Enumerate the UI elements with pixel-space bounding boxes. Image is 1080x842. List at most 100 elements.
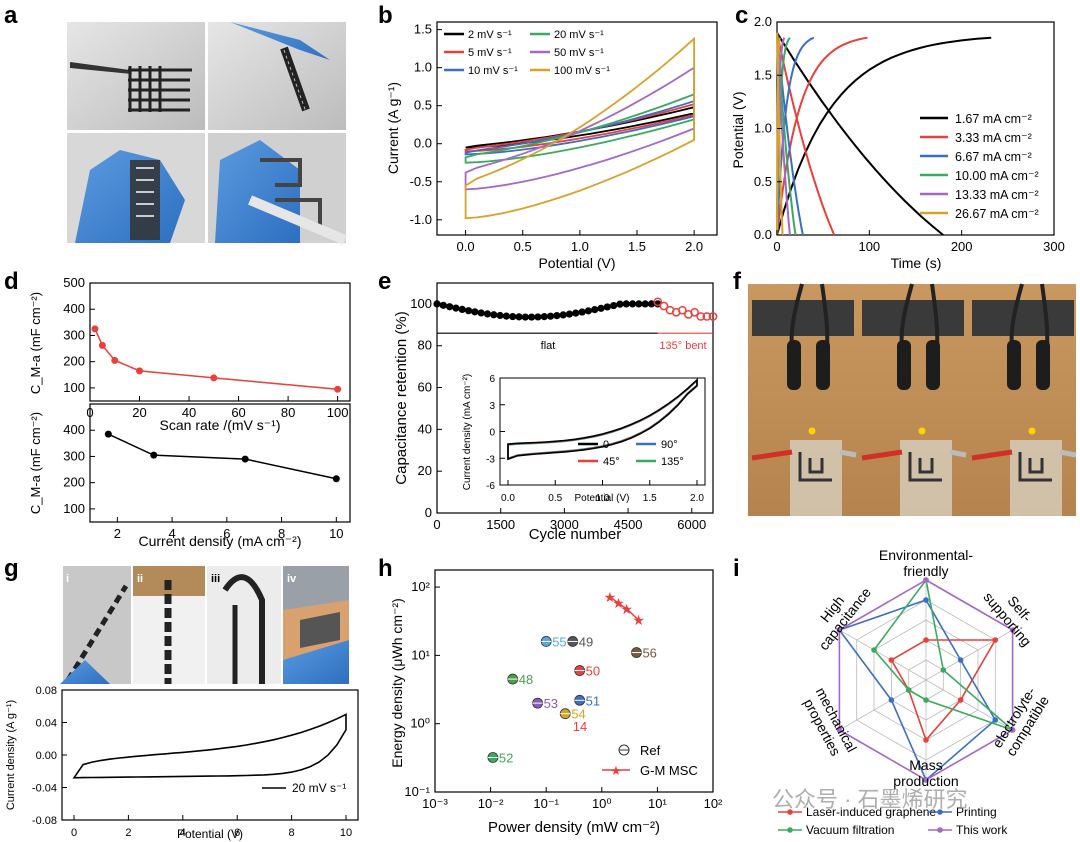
panel-e-inset-legend-label: 90° — [661, 439, 678, 451]
panel-d-bottom-point — [104, 430, 112, 438]
panel-e-inset-xlabel: Potential (V) — [574, 493, 629, 504]
panel-b-cv-curve — [464, 36, 695, 220]
panel-e-ytick-label: 100 — [410, 296, 432, 311]
watermark: 公众号 · 石墨烯研究 — [772, 787, 968, 812]
panel-h-ytick-label: 10¹ — [411, 647, 430, 662]
panel-d-top-xtick-label: 0 — [86, 405, 93, 420]
panel-i-point — [957, 657, 964, 663]
panel-c-legend-label: 3.33 mA cm⁻² — [955, 131, 1032, 145]
panel-d-top-point — [111, 356, 119, 364]
panel-g-ytick-label: -0.04 — [32, 783, 57, 795]
panel-c-legend-label: 6.67 mA cm⁻² — [955, 150, 1032, 164]
panel-e-ytick-label: 20 — [418, 463, 432, 478]
panel-e-bent-point — [690, 307, 699, 317]
panel-b-xtick-label: 1.0 — [571, 239, 589, 254]
panel-e-inset-frame — [499, 377, 706, 486]
panel-e-flat-point — [584, 307, 593, 315]
panel-letter-a: a — [4, 2, 18, 29]
panel-e-flat-point — [578, 308, 586, 316]
panel-e-xtick-label: 6000 — [677, 517, 706, 532]
panel-h-gm-point: ★ — [612, 595, 625, 611]
panel-c-legend-label: 10.00 mA cm⁻² — [955, 169, 1039, 183]
panel-e-flat-point — [597, 304, 605, 312]
photo-a1 — [67, 22, 205, 130]
panel-e-flat-point — [515, 313, 523, 321]
panel-f-led — [1028, 427, 1036, 435]
panel-g-ytick-label: -0.08 — [32, 815, 57, 827]
panel-e-ytick-label: 40 — [418, 421, 432, 436]
panel-e-ytick-label: 80 — [418, 338, 432, 353]
panel-e-inset-legend-label: 0 — [603, 439, 609, 451]
panel-e-inset-ytick-label: 3 — [489, 401, 495, 412]
panel-e-bent-label: 135° bent — [659, 340, 706, 352]
panel-i-legend-marker — [787, 827, 793, 833]
panel-h-ytick-label: 10² — [411, 579, 430, 594]
panel-f-led — [808, 427, 816, 435]
panel-e-xtick-label: 0 — [433, 517, 440, 532]
panel-d-bottom-xtick-label: 4 — [168, 526, 175, 541]
panel-i-point — [992, 637, 999, 643]
panel-h-ytick-label: 10⁰ — [410, 716, 430, 731]
panel-h-ref-label: 48 — [519, 672, 533, 687]
panel-f-clip — [1036, 340, 1050, 390]
panel-d-bottom-ytick-label: 100 — [63, 501, 85, 516]
panel-e-inset-ytick-label: -6 — [486, 481, 495, 492]
panel-b-frame — [436, 21, 718, 236]
panel-f-grey-wire — [839, 449, 857, 458]
panel-e-flat-point — [540, 313, 548, 321]
panel-e-xtick-label: 4500 — [614, 517, 643, 532]
panel-i-point — [992, 717, 999, 723]
panel-f-tape — [862, 300, 964, 336]
panel-b-ytick-label: 1.0 — [414, 60, 432, 75]
panel-h-xtick-label: 10¹ — [648, 796, 667, 811]
panel-d-bottom-ytick-label: 200 — [63, 475, 85, 490]
panel-d-top-ytick-label: 400 — [63, 301, 85, 316]
panel-e-flat-point — [641, 300, 649, 308]
panel-letter-h: h — [378, 555, 393, 582]
panel-c-charge-curve — [776, 36, 992, 236]
panel-g-ylabel: Current density (A g⁻¹) — [5, 700, 17, 810]
panel-f-tape — [972, 300, 1074, 336]
panel-c-charge-curve — [776, 36, 868, 236]
panel-g-label-ii: ii — [137, 573, 143, 585]
panel-g-ytick-label: 0.08 — [36, 685, 57, 697]
panel-b-ytick-label: -1.0 — [410, 212, 432, 227]
panel-g-label-iii: iii — [211, 573, 220, 585]
panel-d-bottom-point — [332, 475, 340, 483]
panel-e-inset-xtick-label: 1.5 — [643, 493, 657, 504]
panel-d-bottom-frame — [89, 403, 351, 523]
panel-h-xtick-label: 10⁰ — [592, 796, 612, 811]
panel-h-gm-point: ★ — [620, 601, 633, 617]
panel-i-point — [923, 597, 929, 603]
panel-i-spoke — [925, 629, 1013, 681]
panel-d-bottom-ytick-label: 300 — [63, 448, 85, 463]
panel-f-clip — [787, 340, 801, 390]
panel-f-clip — [816, 340, 830, 390]
panel-e-inset-xtick-label: 1.0 — [596, 493, 610, 504]
panel-d-top-ytick-label: 500 — [63, 275, 85, 290]
panel-e-ylabel: Capacitance retention (%) — [393, 311, 410, 484]
panel-letter-i: i — [733, 555, 740, 582]
panel-g-label-i: i — [66, 573, 69, 585]
panel-e-flat-point — [471, 308, 479, 316]
panel-h-legend-ref: Ref — [640, 743, 661, 758]
panel-i-point — [923, 737, 929, 743]
panel-e-xtick-label: 3000 — [550, 517, 579, 532]
panel-e-flat-point — [622, 300, 630, 308]
panel-i-axis-label: Environmental-friendly — [879, 547, 973, 579]
panel-d-top-point — [98, 341, 106, 349]
panel-b-xtick-label: 0.0 — [457, 239, 475, 254]
panel-i-point — [923, 577, 929, 583]
panel-e-flat-point — [483, 310, 492, 318]
panel-e-flat-point — [502, 312, 510, 320]
panel-c-ylabel: Potential (V) — [730, 91, 746, 168]
panel-c-xtick-label: 0 — [773, 239, 780, 254]
panel-i-legend-marker — [787, 809, 793, 815]
panel-e-flat-point — [553, 312, 561, 320]
panel-letter-b: b — [378, 2, 393, 29]
panel-i-axis-label: Self-supporting — [980, 579, 1047, 650]
panel-g-xlabel: Potential (V) — [177, 827, 243, 841]
panel-h-ref-label: 56 — [642, 646, 656, 661]
panel-g-frame — [61, 689, 359, 821]
